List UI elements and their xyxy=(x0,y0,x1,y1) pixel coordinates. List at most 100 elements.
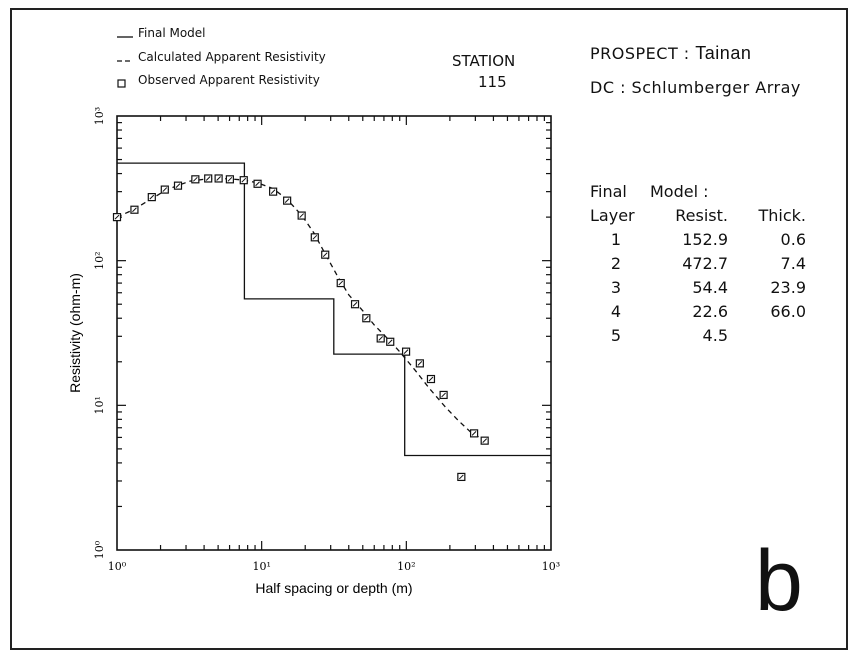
observed-point xyxy=(130,205,139,214)
y-tick-label: 10¹ xyxy=(93,396,106,414)
plot-area xyxy=(116,115,552,551)
legend-item-observed: Observed Apparent Resistivity xyxy=(138,73,320,87)
observed-mark xyxy=(403,349,409,355)
station-label: STATION xyxy=(452,52,516,70)
header-layer: Layer xyxy=(590,205,635,225)
observed-point xyxy=(457,472,466,482)
tick-labels: 10⁰ 10¹ 10² 10³ 10⁰ 10¹ 10² 10³ xyxy=(93,107,560,573)
thick-cell xyxy=(736,324,806,348)
legend-item-final-model: Final Model xyxy=(138,26,206,40)
figure-frame xyxy=(10,8,848,650)
observed-point xyxy=(112,213,122,222)
observed-mark xyxy=(241,177,247,183)
table-header-row: Layer Resist. Thick. xyxy=(590,204,806,228)
observed-point xyxy=(191,175,200,184)
observed-point xyxy=(310,233,319,242)
header-resist: Resist. xyxy=(675,205,728,225)
thick-cell: 23.9 xyxy=(770,277,806,297)
observed-point xyxy=(439,390,448,400)
table-row: 5 4.5 xyxy=(590,324,806,348)
resist-cell: 152.9 xyxy=(682,229,728,249)
observed-point xyxy=(362,314,371,323)
table-row: 1 152.9 0.6 xyxy=(590,228,806,252)
axis-ticks xyxy=(117,116,551,550)
x-tick-label: 10² xyxy=(397,560,415,573)
y-axis-label: Resistivity (ohm-m) xyxy=(67,273,83,393)
array-line: DC : Schlumberger Array xyxy=(590,78,801,97)
series-layer xyxy=(112,162,551,482)
x-tick-label: 10³ xyxy=(542,560,560,573)
legend-glyphs xyxy=(117,36,133,88)
observed-point xyxy=(415,359,424,368)
layer-cell: 2 xyxy=(610,253,622,273)
observed-point xyxy=(350,300,360,309)
observed-point xyxy=(401,347,411,356)
observed-point xyxy=(336,278,345,288)
observed-mark xyxy=(312,234,318,240)
thick-cell: 66.0 xyxy=(770,301,806,321)
table-caption-row: Final Model : xyxy=(590,180,806,204)
observed-mark xyxy=(205,176,211,181)
observed-mark xyxy=(192,176,198,182)
calculated-curve xyxy=(116,177,482,440)
observed-point xyxy=(426,374,436,384)
prospect-label: PROSPECT : xyxy=(590,44,690,63)
layer-cell: 4 xyxy=(610,301,622,321)
observed-mark xyxy=(352,301,358,307)
layer-cell: 1 xyxy=(610,229,622,249)
observed-point xyxy=(321,250,330,259)
legend-square-marker xyxy=(117,79,126,88)
final-model-line xyxy=(117,162,551,457)
observed-mark xyxy=(216,176,221,181)
observed-mark xyxy=(255,181,260,187)
observed-point xyxy=(480,436,489,445)
observed-point xyxy=(147,193,156,202)
observed-point xyxy=(253,179,262,188)
observed-point xyxy=(204,174,213,183)
observed-point xyxy=(269,187,278,196)
observed-point xyxy=(214,174,223,183)
observed-point xyxy=(283,196,292,205)
prospect-name: Tainan xyxy=(695,43,752,63)
observed-point xyxy=(225,175,234,184)
x-tick-label: 10⁰ xyxy=(108,560,127,573)
observed-mark xyxy=(363,315,369,321)
observed-point xyxy=(376,334,385,343)
y-tick-label: 10³ xyxy=(93,107,106,125)
observed-mark xyxy=(149,194,155,200)
observed-mark xyxy=(428,376,434,382)
observed-point xyxy=(297,211,306,220)
observed-mark xyxy=(132,207,137,213)
observed-point xyxy=(469,429,479,438)
observed-mark xyxy=(387,339,393,345)
caption-final: Final xyxy=(590,181,627,201)
thick-cell: 0.6 xyxy=(780,229,806,249)
thick-cell: 7.4 xyxy=(780,253,806,273)
observed-point xyxy=(173,181,183,190)
observed-mark xyxy=(270,189,276,194)
observed-mark xyxy=(227,176,233,182)
layer-cell: 3 xyxy=(610,277,622,297)
observed-mark xyxy=(284,198,290,203)
x-tick-label: 10¹ xyxy=(252,560,270,573)
observed-point xyxy=(160,185,169,194)
observed-mark xyxy=(441,392,446,398)
header-thick: Thick. xyxy=(758,205,806,225)
table-row: 3 54.4 23.9 xyxy=(590,276,806,300)
observed-mark xyxy=(471,431,477,436)
observed-mark xyxy=(338,280,344,286)
observed-mark xyxy=(322,252,328,258)
station-number: 115 xyxy=(478,73,507,91)
legend-item-calculated: Calculated Apparent Resistivity xyxy=(138,50,326,64)
x-axis-label: Half spacing or depth (m) xyxy=(255,580,412,596)
figure-letter: b xyxy=(755,533,803,629)
resist-cell: 54.4 xyxy=(692,277,728,297)
resist-cell: 22.6 xyxy=(692,301,728,321)
prospect-line: PROSPECT : Tainan xyxy=(590,43,751,64)
observed-point xyxy=(239,176,248,185)
layer-cell: 5 xyxy=(610,325,622,345)
table-row: 4 22.6 66.0 xyxy=(590,300,806,324)
observed-mark xyxy=(175,183,181,189)
y-tick-label: 10⁰ xyxy=(93,540,106,559)
